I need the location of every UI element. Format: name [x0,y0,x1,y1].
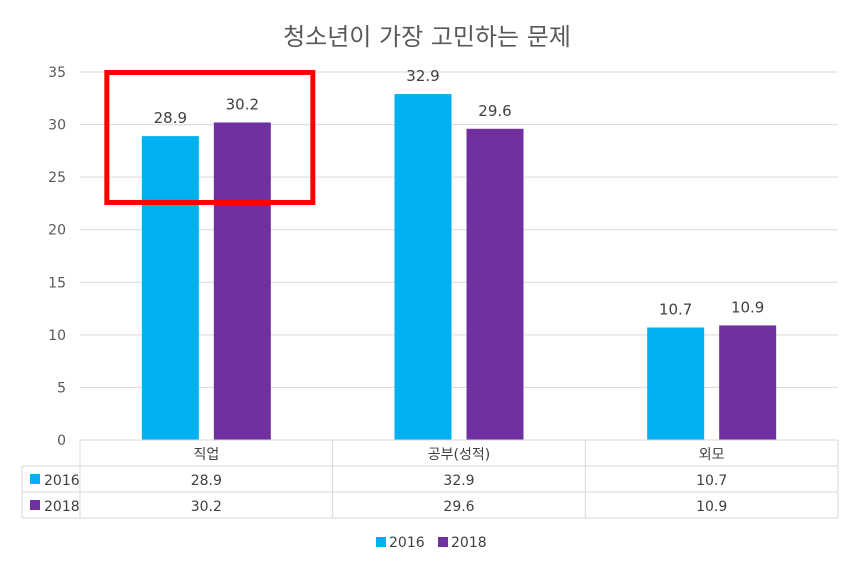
bar-2018-2 [719,325,777,440]
table-legend-key [30,500,40,510]
bar-2018-1 [466,128,524,440]
bar-2018-0 [213,122,271,441]
highlight-rectangle [104,69,316,205]
y-tick-label: 0 [57,433,66,449]
data-label: 29.6 [478,102,511,120]
data-label: 10.9 [731,298,764,316]
y-tick-label: 30 [48,118,66,134]
table-cell: 30.2 [191,499,222,515]
category-label: 공부(성적) [428,447,490,463]
legend: 2016 2018 [376,535,487,551]
y-tick-label: 10 [48,328,66,344]
data-table: 직업 공부(성적) 외모 2016 28.9 32.9 10.7 2018 30.2 29.6 10… [21,439,839,519]
table-cell: 29.6 [443,499,474,515]
y-axis: 0 5 10 15 20 25 30 35 [48,65,66,449]
y-tick-label: 20 [48,223,66,239]
bar-2016-0 [141,136,199,440]
bars: 28.9 30.2 32.9 29.6 10.7 10.9 [141,67,777,441]
legend-label: 2016 [389,535,425,551]
table-cell: 28.9 [191,473,222,489]
data-label: 30.2 [226,95,259,113]
table-series-name: 2016 [44,473,80,489]
category-label: 외모 [699,447,725,463]
highlight-box [104,69,316,205]
y-tick-label: 15 [48,275,66,291]
legend-swatch [438,537,448,547]
data-label: 10.7 [659,300,692,318]
bar-2016-2 [647,327,705,440]
y-tick-label: 5 [57,380,66,396]
bar-2016-1 [394,94,452,440]
legend-swatch [376,537,386,547]
y-tick-label: 25 [48,170,66,186]
table-cell: 32.9 [443,473,474,489]
category-label: 직업 [193,447,219,463]
table-cell: 10.7 [696,473,727,489]
data-label: 32.9 [406,67,439,85]
table-legend-key [30,474,40,484]
table-cell: 10.9 [696,499,727,515]
chart-title: 청소년이 가장 고민하는 문제 [283,23,571,51]
legend-label: 2018 [451,535,487,551]
table-series-name: 2018 [44,499,80,515]
data-label: 28.9 [154,109,187,127]
y-tick-label: 35 [48,65,66,81]
